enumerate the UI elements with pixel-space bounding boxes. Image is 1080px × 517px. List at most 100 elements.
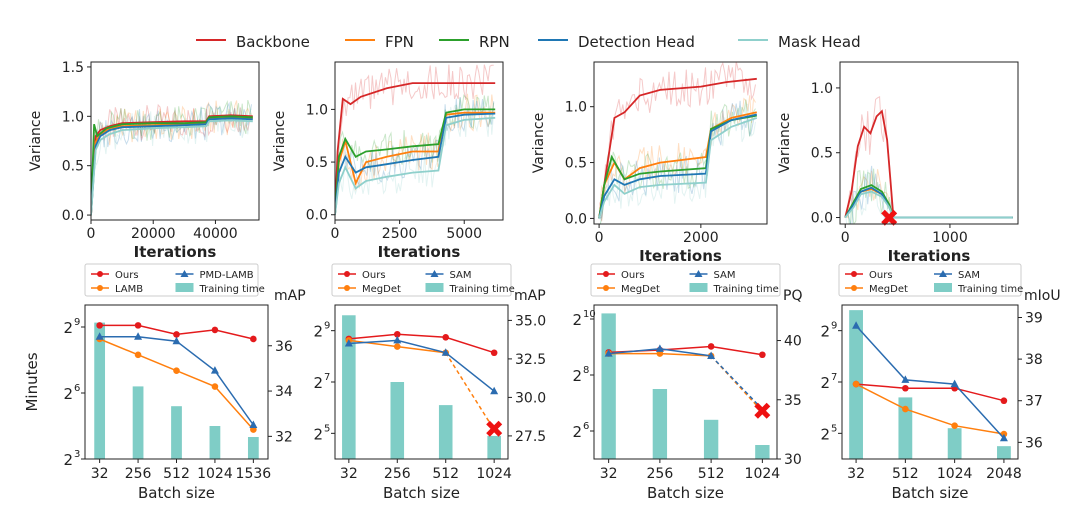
right-y-tick-label: 39 <box>1025 310 1043 326</box>
right-y-axis-label: mAP <box>514 288 546 304</box>
legend-label-megdet: MegDet <box>362 284 401 295</box>
point-sam-256 <box>655 344 664 352</box>
x-axis-label: Iterations <box>888 247 971 265</box>
left-y-tick-label: 2 <box>313 323 323 341</box>
y-tick-label: 0.0 <box>565 211 587 227</box>
series-line-megdet <box>855 383 1005 435</box>
right-y-tick-label: 34 <box>275 384 293 400</box>
left-y-tick-label: 2 <box>313 374 323 392</box>
left-y-tick-label: 2 <box>572 311 582 329</box>
legend-label-ours: Ours <box>115 270 139 281</box>
right-y-axis-label: PQ <box>783 288 802 304</box>
left-y-tick-label: 2 <box>572 367 582 385</box>
left-y-tick-exponent: 9 <box>831 321 837 332</box>
legend-marker-megdet <box>344 285 350 291</box>
right-y-axis-label: mAP <box>274 288 306 304</box>
legend-label-training-time: Training time <box>957 284 1023 295</box>
legend-marker-sam <box>430 270 439 277</box>
legend-marker-megdet <box>851 285 857 291</box>
plot-frame <box>839 61 1019 225</box>
y-tick-label: 0.5 <box>306 155 328 171</box>
legend-label-fpn: FPN <box>385 33 414 51</box>
right-y-tick-label: 36 <box>275 339 293 355</box>
point-sam-32 <box>344 339 353 347</box>
x-tick-label: 2000 <box>683 230 719 246</box>
x-axis-label: Batch size <box>138 484 215 502</box>
x-tick-label-1024: 1024 <box>197 466 233 482</box>
variance-chart-3: 0 2000 0.0 0.5 1.0 Iterations Variance <box>531 61 768 265</box>
right-y-tick-label: 36 <box>1025 435 1043 451</box>
line-backbone <box>598 77 757 219</box>
y-axis-label: Variance <box>531 113 547 173</box>
y-tick-label: 1.0 <box>565 100 587 116</box>
point-megdet-256 <box>656 350 664 357</box>
point-sam-1024 <box>490 386 499 395</box>
x-tick-label: 0 <box>331 226 340 242</box>
right-y-tick-label: 38 <box>1025 352 1043 368</box>
y-axis-label: Variance <box>28 111 44 171</box>
batch-legend: Ours SAM MegDet Training time <box>838 263 1023 297</box>
point-ours-512 <box>902 384 909 392</box>
line-backbone <box>91 114 253 216</box>
legend-label-rpn: RPN <box>479 33 510 51</box>
right-y-tick-label: 30.0 <box>515 390 546 406</box>
legend-label-megdet: MegDet <box>869 284 908 295</box>
point-ours-512 <box>173 331 180 338</box>
line-detection-head <box>598 113 757 219</box>
legend-label-training-time: Training time <box>199 284 265 295</box>
training-time-bar-32 <box>342 315 356 459</box>
line-fpn <box>91 116 253 216</box>
y-tick-label: 0.0 <box>306 208 328 224</box>
plot-frame <box>593 61 768 225</box>
y-tick-label: 0.0 <box>811 211 833 227</box>
noise-backbone <box>335 64 494 215</box>
noise-rpn <box>335 94 495 215</box>
x-axis-label: Batch size <box>892 484 969 502</box>
variance-chart-4: ✖ 0 1000 0.0 0.5 1.0 Iterations Variance <box>777 61 1019 265</box>
line-backbone <box>335 82 496 215</box>
left-y-tick-exponent: 9 <box>74 317 80 328</box>
noise-backbone <box>599 62 756 222</box>
point-sam-512 <box>441 348 450 356</box>
legend-swatch-training-time <box>175 283 194 292</box>
y-tick-label: 0.5 <box>62 159 84 175</box>
point-pmd-lamb-512 <box>172 336 181 345</box>
legend-box <box>331 263 512 297</box>
point-ours-2048 <box>1000 397 1008 405</box>
series-lines <box>844 109 1013 219</box>
x-tick-label: 5000 <box>446 226 482 242</box>
x-tick-label-2048: 2048 <box>986 466 1022 482</box>
right-y-tick-label: 40 <box>784 334 802 350</box>
point-megdet-512 <box>902 405 909 413</box>
point-pmd-lamb-32 <box>95 332 104 340</box>
training-time-bar-512 <box>438 405 453 459</box>
noise-backbone <box>91 103 252 216</box>
right-y-tick-label: 35.0 <box>515 313 546 329</box>
point-sam-2048 <box>999 433 1008 442</box>
training-time-bar-1536 <box>247 437 259 459</box>
point-megdet-32 <box>852 380 860 388</box>
legend-label-ours: Ours <box>621 270 645 281</box>
x-axis-label: Batch size <box>647 484 724 502</box>
left-y-tick-exponent: 7 <box>324 372 330 383</box>
line-detection-head <box>91 117 253 216</box>
training-time-bar-1024 <box>209 426 221 459</box>
legend-swatch-training-time <box>934 283 952 292</box>
point-sam-32 <box>604 349 613 357</box>
failure-marker-icon: ✖ <box>879 205 899 233</box>
legend-label-lamb: LAMB <box>115 284 143 295</box>
line-rpn <box>598 114 757 219</box>
series-line-dashed-megdet <box>710 355 763 413</box>
training-time-bar-32 <box>94 322 106 459</box>
line-mask-head <box>91 119 253 216</box>
point-sam-32 <box>852 321 861 329</box>
left-y-tick-exponent: 5 <box>831 423 837 434</box>
y-tick-label: 0.5 <box>811 146 833 162</box>
y-axis-label: Variance <box>272 111 288 171</box>
left-y-tick-exponent: 3 <box>74 449 80 460</box>
x-tick-label-1024: 1024 <box>476 466 512 482</box>
legend-label-training-time: Training time <box>713 284 779 295</box>
left-y-tick-label: 2 <box>63 451 73 469</box>
